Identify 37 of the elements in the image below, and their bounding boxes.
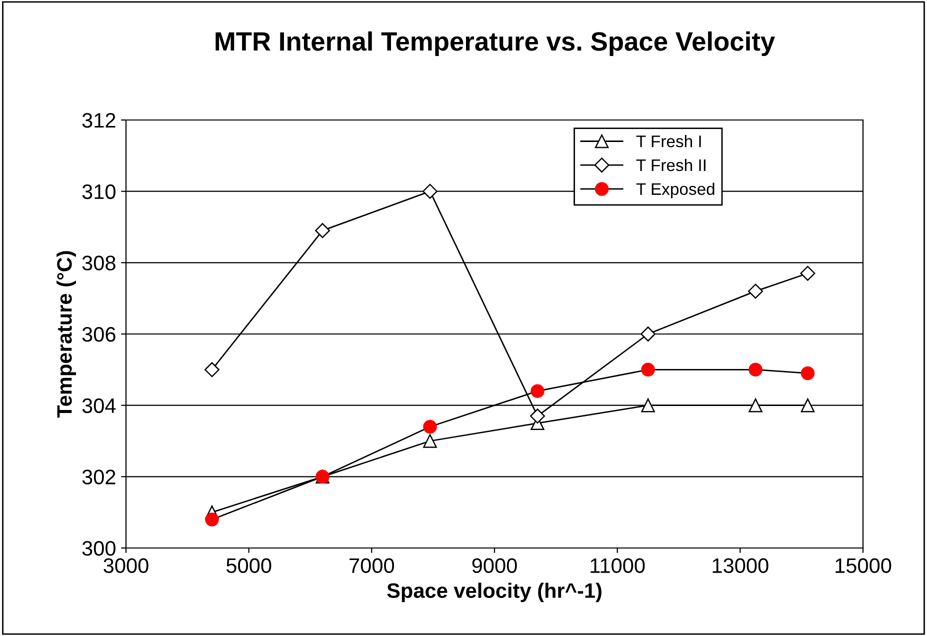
point [422,184,438,199]
point [315,223,330,238]
point [800,366,815,380]
y-tick-label: 310 [82,184,116,200]
y-tick-label: 300 [82,541,116,556]
x-tick-label: 3000 [104,558,148,574]
x-tick-label: 5000 [226,558,272,574]
legend-label: T Exposed [636,182,714,198]
point [641,362,655,377]
x-axis-title: Space velocity (hr^-1) [387,582,602,602]
y-tick-label: 308 [82,256,116,270]
chart-title: MTR Internal Temperature vs. Space Velocity [216,31,775,56]
x-tick-label: 11000 [590,558,645,574]
point [640,326,656,342]
x-tick-label: 13000 [712,558,768,574]
x-tick-label: 7000 [350,558,394,574]
point [641,398,655,412]
point [204,362,220,378]
y-axis-title: Temperature (°C) [56,251,76,418]
legend-label: T Fresh I [636,135,701,148]
point [800,398,815,412]
y-tick-label: 304 [82,398,116,414]
point [748,362,762,377]
y-tick-label: 302 [82,470,116,484]
legend-label: T Fresh II [636,158,706,172]
point [423,434,437,448]
point [748,398,762,412]
point [423,420,437,434]
point [205,512,219,526]
point [800,266,816,281]
y-tick-label: 306 [82,327,116,342]
point [748,284,764,299]
x-tick-label: 9000 [472,558,517,574]
point [530,408,545,424]
y-tick-label: 312 [82,113,116,128]
x-tick-label: 15000 [836,558,892,574]
point [530,384,544,398]
